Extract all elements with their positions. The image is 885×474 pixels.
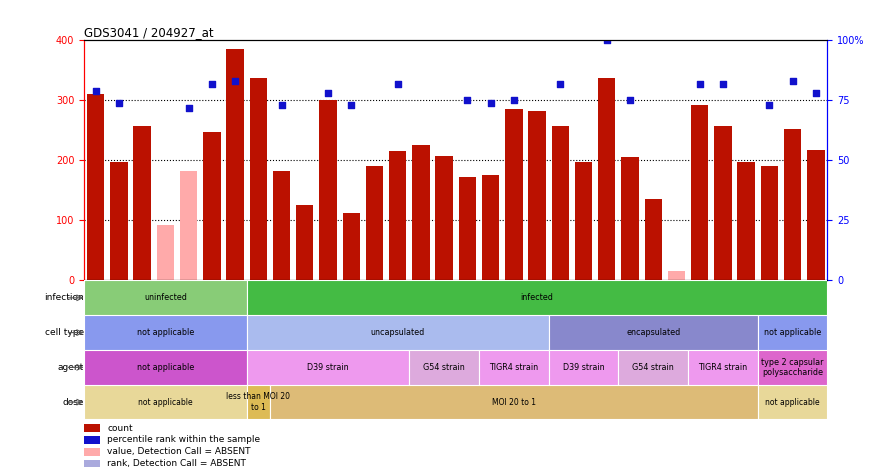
Point bbox=[623, 97, 637, 104]
Text: infected: infected bbox=[520, 293, 553, 302]
Point bbox=[762, 101, 776, 109]
Text: agent: agent bbox=[58, 363, 84, 372]
Bar bbox=[758, 315, 827, 350]
Bar bbox=[621, 157, 639, 281]
Bar bbox=[761, 166, 778, 281]
Text: D39 strain: D39 strain bbox=[307, 363, 349, 372]
Text: not applicable: not applicable bbox=[138, 398, 193, 407]
Text: value, Detection Call = ABSENT: value, Detection Call = ABSENT bbox=[107, 447, 250, 456]
Text: TIGR4 strain: TIGR4 strain bbox=[698, 363, 748, 372]
Text: D39 strain: D39 strain bbox=[563, 363, 604, 372]
Bar bbox=[247, 385, 270, 419]
Bar bbox=[737, 162, 755, 281]
Point bbox=[204, 80, 219, 87]
Point bbox=[786, 77, 800, 85]
Bar bbox=[84, 385, 247, 419]
Bar bbox=[134, 126, 150, 281]
Point bbox=[483, 99, 497, 107]
Point bbox=[460, 97, 474, 104]
Bar bbox=[412, 146, 429, 281]
Text: encapsulated: encapsulated bbox=[626, 328, 681, 337]
Text: cell type: cell type bbox=[45, 328, 84, 337]
Bar bbox=[714, 126, 732, 281]
Point bbox=[344, 101, 358, 109]
Text: G54 strain: G54 strain bbox=[633, 363, 674, 372]
Bar bbox=[296, 205, 313, 281]
Text: rank, Detection Call = ABSENT: rank, Detection Call = ABSENT bbox=[107, 459, 246, 468]
Point bbox=[274, 101, 289, 109]
Bar bbox=[479, 350, 549, 385]
Point bbox=[507, 97, 521, 104]
Bar bbox=[575, 162, 592, 281]
Bar bbox=[84, 315, 247, 350]
Bar bbox=[435, 156, 453, 281]
Text: not applicable: not applicable bbox=[137, 328, 194, 337]
Text: percentile rank within the sample: percentile rank within the sample bbox=[107, 436, 260, 444]
Bar bbox=[691, 105, 708, 281]
Bar bbox=[619, 350, 689, 385]
Bar bbox=[273, 171, 290, 281]
Point bbox=[809, 89, 823, 97]
Point bbox=[716, 80, 730, 87]
Bar bbox=[84, 350, 247, 385]
Text: MOI 20 to 1: MOI 20 to 1 bbox=[492, 398, 535, 407]
Bar bbox=[227, 49, 243, 281]
Bar bbox=[689, 350, 758, 385]
Bar bbox=[247, 315, 549, 350]
Bar bbox=[807, 150, 825, 281]
Bar bbox=[389, 151, 406, 281]
Bar bbox=[247, 281, 827, 315]
Point bbox=[600, 36, 614, 44]
Point bbox=[112, 99, 126, 107]
Text: GDS3041 / 204927_at: GDS3041 / 204927_at bbox=[84, 26, 213, 39]
Bar bbox=[84, 281, 247, 315]
Point bbox=[693, 80, 707, 87]
Point bbox=[181, 104, 196, 111]
Point bbox=[553, 80, 567, 87]
Point bbox=[321, 89, 335, 97]
Bar bbox=[270, 385, 758, 419]
Text: dose: dose bbox=[63, 398, 84, 407]
Text: count: count bbox=[107, 424, 133, 432]
Text: not applicable: not applicable bbox=[764, 328, 821, 337]
Bar bbox=[111, 162, 127, 281]
Bar bbox=[247, 350, 409, 385]
Bar bbox=[366, 166, 383, 281]
Point bbox=[88, 87, 103, 94]
Bar bbox=[409, 350, 479, 385]
Bar bbox=[644, 200, 662, 281]
Bar bbox=[458, 177, 476, 281]
Bar bbox=[319, 100, 336, 281]
Text: TIGR4 strain: TIGR4 strain bbox=[489, 363, 538, 372]
Text: not applicable: not applicable bbox=[137, 363, 194, 372]
Bar bbox=[668, 272, 685, 281]
Text: G54 strain: G54 strain bbox=[423, 363, 465, 372]
Bar bbox=[784, 128, 801, 281]
Point bbox=[390, 80, 404, 87]
Bar bbox=[87, 94, 104, 281]
Bar bbox=[250, 78, 267, 281]
Bar bbox=[180, 171, 197, 281]
Point bbox=[228, 77, 242, 85]
Bar bbox=[551, 126, 569, 281]
Bar bbox=[528, 111, 546, 281]
Bar bbox=[549, 350, 619, 385]
Text: not applicable: not applicable bbox=[766, 398, 820, 407]
Text: less than MOI 20
to 1: less than MOI 20 to 1 bbox=[227, 392, 290, 412]
Bar bbox=[549, 315, 758, 350]
Text: infection: infection bbox=[44, 293, 84, 302]
Text: type 2 capsular
polysaccharide: type 2 capsular polysaccharide bbox=[761, 358, 824, 377]
Bar bbox=[204, 132, 220, 281]
Bar bbox=[342, 213, 360, 281]
Bar bbox=[758, 350, 827, 385]
Bar bbox=[505, 109, 522, 281]
Text: uninfected: uninfected bbox=[144, 293, 187, 302]
Bar bbox=[598, 78, 615, 281]
Text: uncapsulated: uncapsulated bbox=[371, 328, 425, 337]
Bar bbox=[758, 385, 827, 419]
Bar bbox=[482, 175, 499, 281]
Bar bbox=[157, 225, 174, 281]
